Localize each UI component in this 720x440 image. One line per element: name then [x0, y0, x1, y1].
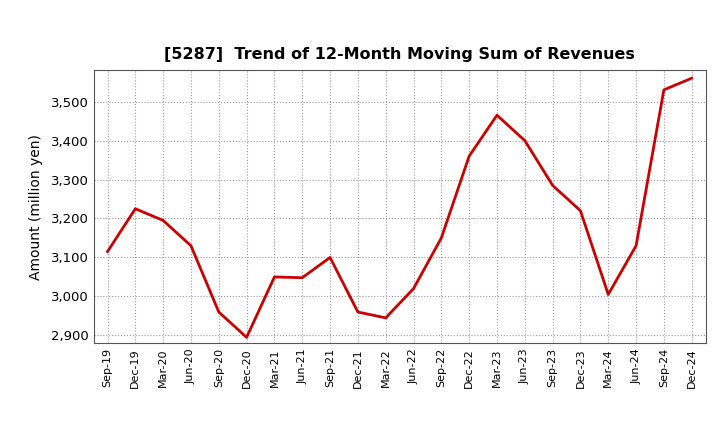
Y-axis label: Amount (million yen): Amount (million yen): [29, 134, 42, 280]
Title: [5287]  Trend of 12-Month Moving Sum of Revenues: [5287] Trend of 12-Month Moving Sum of R…: [164, 47, 635, 62]
